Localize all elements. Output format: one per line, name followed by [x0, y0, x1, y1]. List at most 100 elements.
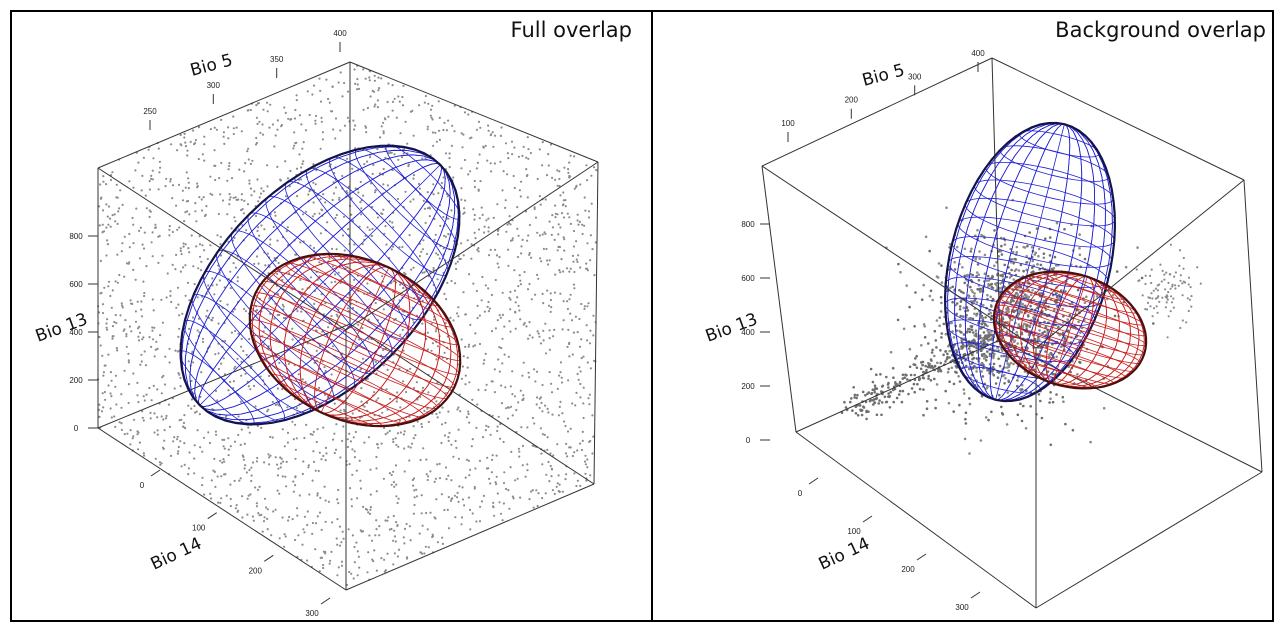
ellipsoid-blue — [943, 121, 1117, 403]
point — [503, 325, 506, 328]
point — [101, 223, 104, 226]
point — [1009, 301, 1012, 304]
point — [350, 213, 353, 216]
point — [274, 214, 277, 217]
point — [484, 388, 487, 392]
point — [240, 193, 243, 196]
point — [295, 407, 298, 410]
point — [314, 122, 317, 125]
point — [340, 560, 344, 563]
point — [303, 515, 306, 518]
point — [274, 403, 277, 407]
point — [585, 479, 588, 482]
point — [102, 406, 105, 409]
point — [412, 387, 416, 390]
point — [309, 244, 312, 247]
point — [550, 382, 553, 385]
point — [1059, 345, 1063, 349]
point — [268, 463, 271, 466]
point — [1010, 349, 1013, 353]
point — [331, 521, 334, 524]
point — [106, 243, 110, 246]
point — [102, 180, 105, 183]
point — [936, 361, 939, 365]
point — [315, 440, 318, 444]
point — [507, 221, 511, 225]
point — [111, 214, 114, 217]
point — [374, 301, 377, 305]
point — [485, 424, 488, 427]
point — [1085, 295, 1088, 299]
point — [412, 512, 415, 515]
point — [874, 397, 878, 401]
point — [127, 352, 130, 355]
point — [116, 196, 119, 199]
point — [373, 391, 376, 394]
point — [430, 116, 433, 119]
point — [247, 385, 250, 388]
point — [187, 473, 190, 476]
point — [413, 503, 416, 507]
point — [498, 255, 501, 259]
point — [212, 469, 215, 472]
point — [384, 225, 387, 228]
point — [311, 521, 314, 525]
point — [885, 375, 888, 379]
point — [368, 534, 371, 537]
point — [531, 336, 534, 339]
point — [1052, 308, 1056, 312]
point — [279, 456, 282, 459]
point — [577, 378, 580, 381]
point — [962, 333, 966, 336]
point — [548, 259, 551, 262]
point — [291, 338, 294, 341]
point — [187, 404, 190, 407]
point — [866, 392, 869, 396]
point — [337, 368, 341, 371]
axis-title-bio14: Bio 14 — [816, 534, 873, 575]
point — [203, 493, 206, 496]
point — [570, 319, 574, 322]
point — [271, 436, 274, 439]
point — [551, 176, 554, 179]
point — [453, 104, 456, 107]
point — [149, 417, 152, 420]
point — [319, 232, 322, 235]
point — [1051, 400, 1055, 404]
point — [539, 257, 542, 260]
point — [115, 403, 118, 406]
point — [1076, 373, 1079, 376]
point — [1027, 315, 1030, 318]
point — [357, 323, 360, 326]
point — [514, 301, 517, 304]
point — [1019, 263, 1023, 267]
point — [490, 471, 493, 474]
point — [286, 441, 289, 444]
point — [512, 174, 515, 178]
point — [115, 183, 118, 186]
point — [961, 266, 964, 269]
point — [969, 285, 972, 289]
point — [282, 305, 285, 308]
point — [105, 254, 108, 257]
point — [555, 485, 558, 488]
point — [156, 433, 159, 436]
point — [103, 390, 106, 394]
point — [468, 421, 471, 424]
point — [220, 161, 223, 165]
point — [263, 516, 266, 519]
point — [324, 369, 327, 373]
point — [970, 328, 974, 332]
point — [528, 223, 532, 227]
point — [188, 327, 191, 330]
point — [893, 387, 897, 391]
point — [353, 128, 356, 131]
point — [578, 317, 581, 321]
point — [160, 462, 163, 465]
point — [455, 446, 458, 449]
point — [958, 288, 961, 292]
point — [316, 494, 319, 497]
point — [295, 99, 298, 102]
point — [369, 156, 372, 159]
point — [214, 389, 218, 392]
